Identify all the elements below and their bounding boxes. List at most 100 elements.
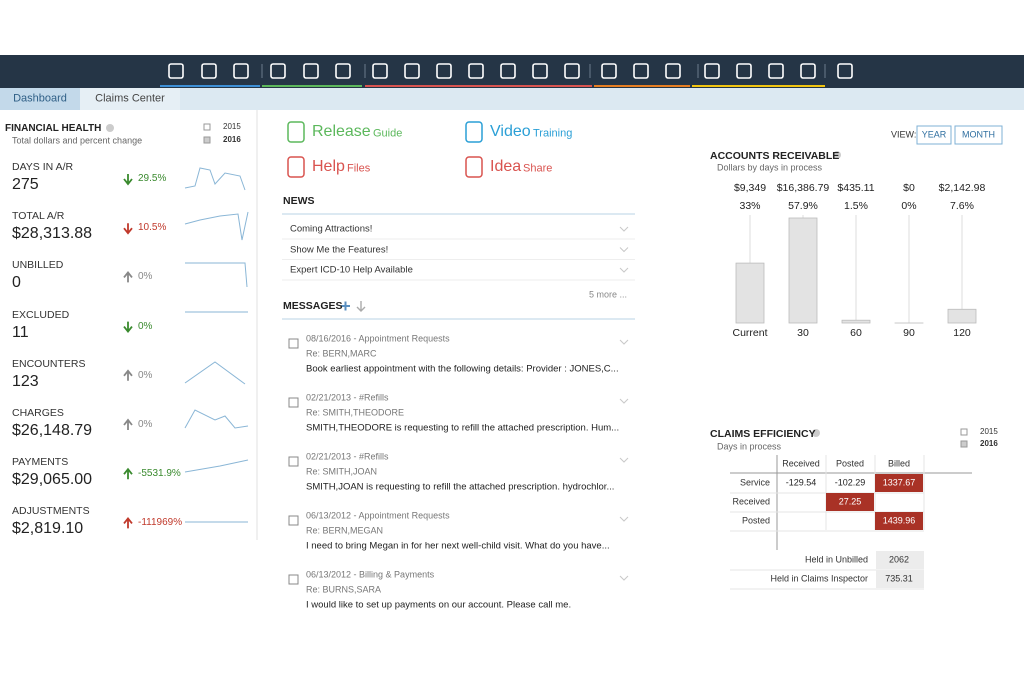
legend-swatch [203, 136, 211, 144]
row-header: Service [739, 477, 770, 488]
column-header: Posted [835, 458, 865, 469]
chevron [619, 247, 629, 253]
summary-cell [876, 570, 924, 588]
news-item[interactable]: Expert ICD-10 Help Available [290, 264, 413, 276]
toolbar-icon[interactable] [303, 63, 319, 79]
checkbox[interactable] [288, 515, 299, 526]
active-tab[interactable] [0, 88, 80, 110]
toolbar-icon[interactable] [532, 63, 548, 79]
toolbar-icon[interactable] [233, 63, 249, 79]
view-option[interactable]: MONTH [962, 129, 995, 140]
category-label: 60 [850, 326, 862, 339]
add-icon[interactable] [341, 301, 350, 311]
toolbar-icon[interactable] [168, 63, 184, 79]
link-suffix[interactable]: Share [523, 162, 553, 175]
link-suffix[interactable]: Guide [373, 127, 403, 140]
toolbar-icon[interactable] [270, 63, 286, 79]
table-cell: 27.25 [838, 496, 862, 507]
toolbar-icon[interactable] [704, 63, 720, 79]
message-header[interactable]: 06/13/2012 - Appointment Requests [306, 510, 450, 521]
toolbar-icon[interactable] [633, 63, 649, 79]
change-arrow [123, 516, 133, 529]
chevron [619, 457, 629, 463]
message-header[interactable]: 02/21/2013 - #Refills [306, 451, 389, 462]
bar [841, 319, 871, 324]
toolbar-icon[interactable] [500, 63, 516, 79]
metric-change: -5531.9% [138, 468, 181, 480]
toolbar-icon[interactable] [800, 63, 816, 79]
tab[interactable] [80, 88, 180, 110]
tab-label[interactable]: Dashboard [13, 92, 67, 105]
sparkline [184, 459, 249, 473]
link-title[interactable]: Help [312, 158, 345, 175]
summary-label: Held in Unbilled [804, 554, 868, 565]
link-title[interactable]: Video [490, 123, 531, 140]
link-icon[interactable] [287, 156, 305, 178]
legend-swatch [203, 123, 211, 131]
view-option[interactable]: YEAR [921, 129, 947, 140]
toolbar-icon[interactable] [404, 63, 420, 79]
message-body: SMITH,JOAN is requesting to refill the a… [306, 481, 615, 493]
toolbar-icon[interactable] [564, 63, 580, 79]
info-icon [106, 124, 114, 132]
news-item[interactable]: Coming Attractions! [290, 223, 373, 235]
toolbar-icon[interactable] [335, 63, 351, 79]
checkbox[interactable] [288, 574, 299, 585]
toolbar-icon[interactable] [201, 63, 217, 79]
toolbar-icon[interactable] [601, 63, 617, 79]
link-title[interactable]: Idea [490, 158, 522, 175]
down-icon[interactable] [356, 301, 366, 312]
news-item[interactable]: Show Me the Features! [290, 243, 389, 255]
metric-value: 275 [12, 176, 39, 193]
link-title[interactable]: Release [312, 123, 371, 140]
highlight-cell [875, 512, 923, 530]
content [0, 110, 1024, 625]
sparkline [184, 361, 246, 385]
checkbox[interactable] [288, 456, 299, 467]
toolbar-icon[interactable] [468, 63, 484, 79]
view-button[interactable] [954, 125, 1003, 145]
table-cell: -129.54 [785, 477, 817, 488]
checkbox[interactable] [288, 397, 299, 408]
tab-label[interactable]: Claims Center [95, 92, 165, 105]
metric-label: UNBILLED [12, 259, 64, 272]
panel-subtitle: Total dollars and percent change [12, 135, 143, 146]
highlight-cell [826, 493, 874, 511]
message-header[interactable]: 08/16/2016 - Appointment Requests [306, 333, 450, 344]
change-arrow [123, 270, 133, 283]
toolbar-icon[interactable] [372, 63, 388, 79]
toolbar-icon[interactable] [736, 63, 752, 79]
message-header[interactable]: 02/21/2013 - #Refills [306, 392, 389, 403]
summary-cell [876, 551, 924, 569]
chart-subtitle: Dollars by days in process [717, 162, 823, 173]
summary-value: 735.31 [885, 573, 913, 584]
column-header: Billed [887, 458, 911, 469]
message-body: I would like to set up payments on our a… [306, 599, 572, 611]
link-icon[interactable] [287, 121, 305, 143]
sparkline [184, 409, 249, 429]
toolbar-icon[interactable] [768, 63, 784, 79]
more-link[interactable]: 5 more ... [588, 289, 627, 300]
metric-label: PAYMENTS [12, 455, 69, 468]
link-suffix[interactable]: Training [533, 127, 573, 140]
message-body: Book earliest appointment with the follo… [306, 363, 619, 375]
section-title: MESSAGES [283, 299, 343, 312]
section-title: NEWS [283, 194, 315, 207]
metric-label: ADJUSTMENTS [12, 505, 90, 518]
legend-label: 2015 [223, 122, 241, 131]
toolbar-icon[interactable] [436, 63, 452, 79]
toolbar-icon[interactable] [665, 63, 681, 79]
summary-label: Held in Claims Inspector [770, 573, 868, 584]
message-header[interactable]: 06/13/2012 - Billing & Payments [306, 569, 435, 580]
link-icon[interactable] [465, 121, 483, 143]
toolbar-icon[interactable] [837, 63, 853, 79]
metric-value: 0 [12, 274, 21, 292]
chevron [619, 516, 629, 522]
view-button[interactable] [916, 125, 952, 145]
message-recipient: Re: BURNS,SARA [306, 584, 382, 595]
message-recipient: Re: BERN,MEGAN [306, 525, 384, 536]
checkbox[interactable] [288, 338, 299, 349]
panel-title: CLAIMS EFFICIENCY [710, 427, 816, 440]
link-icon[interactable] [465, 156, 483, 178]
link-suffix[interactable]: Files [347, 162, 371, 175]
